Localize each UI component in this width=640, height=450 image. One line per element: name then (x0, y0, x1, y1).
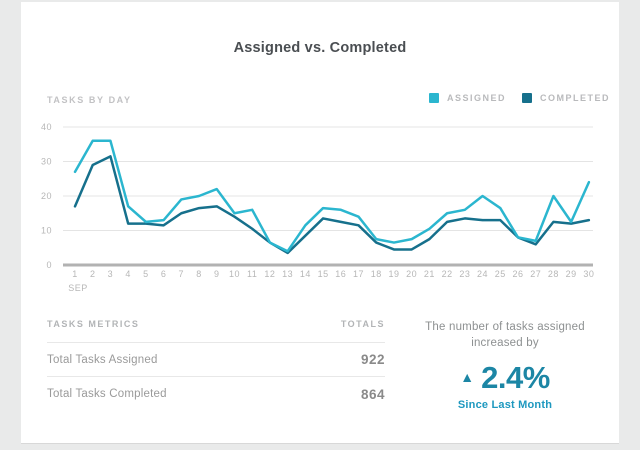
svg-text:11: 11 (247, 269, 257, 279)
svg-text:23: 23 (459, 269, 470, 279)
metric-label: Total Tasks Assigned (47, 353, 158, 366)
svg-text:16: 16 (335, 269, 346, 279)
svg-text:29: 29 (566, 269, 577, 279)
svg-text:1: 1 (72, 269, 78, 279)
svg-text:19: 19 (388, 269, 399, 279)
svg-text:10: 10 (41, 226, 52, 236)
svg-text:30: 30 (41, 157, 52, 167)
summary-caption: Since Last Month (457, 399, 553, 411)
svg-text:17: 17 (353, 269, 364, 279)
chart-legend: ASSIGNED COMPLETED (413, 93, 610, 103)
svg-text:12: 12 (264, 269, 275, 279)
svg-text:6: 6 (161, 269, 167, 279)
summary-stat: The number of tasks assigned increased b… (395, 319, 615, 411)
svg-text:4: 4 (125, 269, 131, 279)
svg-text:26: 26 (512, 269, 523, 279)
svg-text:24: 24 (477, 269, 488, 279)
svg-text:8: 8 (196, 269, 202, 279)
svg-text:22: 22 (442, 269, 453, 279)
percent-row: ▲ 2.4% (395, 360, 615, 396)
svg-text:9: 9 (214, 269, 220, 279)
svg-text:15: 15 (318, 269, 329, 279)
svg-text:20: 20 (41, 191, 52, 201)
metric-value: 864 (360, 386, 385, 402)
svg-text:14: 14 (300, 269, 311, 279)
svg-text:0: 0 (46, 260, 52, 270)
metric-value: 922 (360, 352, 385, 367)
tasks-metrics-table: TASKS METRICS TOTALS Total Tasks Assigne… (47, 319, 385, 411)
svg-text:27: 27 (530, 269, 541, 279)
svg-text:13: 13 (282, 269, 293, 279)
svg-text:5: 5 (143, 269, 149, 279)
svg-text:18: 18 (371, 269, 382, 279)
svg-text:SEP: SEP (68, 283, 88, 293)
svg-text:40: 40 (41, 122, 52, 132)
svg-text:7: 7 (179, 269, 185, 279)
svg-text:30: 30 (583, 269, 594, 279)
chart-section-label: TASKS BY DAY (47, 95, 132, 105)
svg-text:28: 28 (548, 269, 559, 279)
metric-label: Total Tasks Completed (47, 388, 167, 400)
totals-header-label: TOTALS (340, 319, 385, 329)
completed-swatch-icon (521, 93, 532, 103)
page-title: Assigned vs. Completed (233, 40, 407, 56)
table-row: Total Tasks Assigned 922 (47, 343, 385, 377)
svg-text:3: 3 (108, 269, 114, 279)
svg-text:2: 2 (90, 269, 96, 279)
metrics-header-label: TASKS METRICS (47, 319, 140, 329)
svg-text:20: 20 (406, 269, 417, 279)
legend-label: COMPLETED (539, 93, 610, 103)
dashboard-card: Assigned vs. Completed TASKS BY DAY ASSI… (21, 2, 619, 444)
legend-item-completed[interactable]: COMPLETED (521, 93, 610, 103)
metrics-table-header: TASKS METRICS TOTALS (47, 319, 385, 343)
increase-arrow-icon: ▲ (460, 369, 475, 385)
table-row: Total Tasks Completed 864 (47, 377, 385, 411)
legend-item-assigned[interactable]: ASSIGNED (428, 93, 506, 103)
assigned-swatch-icon (428, 93, 439, 103)
percent-value: 2.4% (481, 360, 550, 395)
summary-description: The number of tasks assigned increased b… (425, 321, 585, 349)
svg-text:21: 21 (424, 269, 435, 279)
legend-label: ASSIGNED (446, 93, 506, 103)
svg-text:25: 25 (495, 269, 506, 279)
svg-text:10: 10 (229, 269, 240, 279)
